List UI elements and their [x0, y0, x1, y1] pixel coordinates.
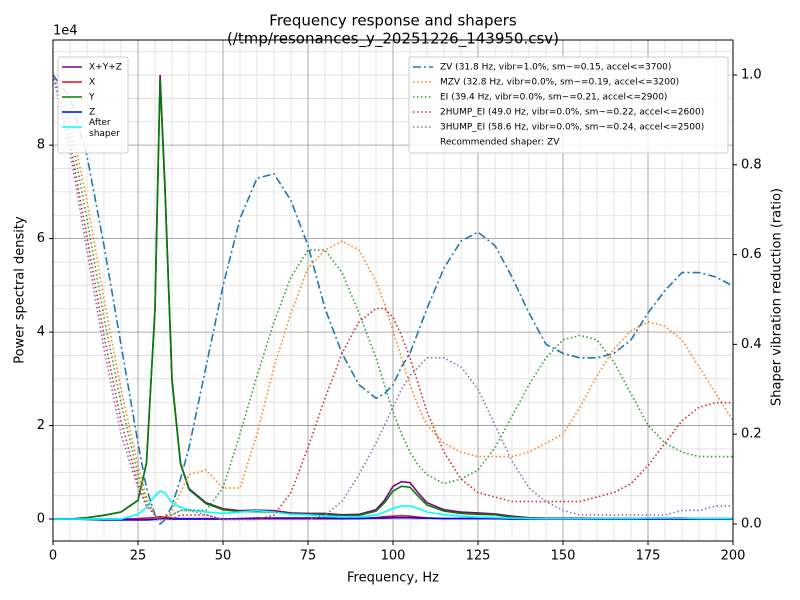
y2-axis-label: Shaper vibration reduction (ratio) — [770, 188, 785, 406]
y-tick-label: 0 — [37, 512, 45, 527]
y2-tick-label: 0.0 — [741, 516, 762, 531]
y2-tick-label: 0.6 — [741, 247, 762, 262]
y2-tick-label: 0.8 — [741, 157, 762, 172]
y-tick-label: 8 — [37, 138, 45, 153]
x-tick-label: 0 — [49, 549, 57, 564]
legend-label: Z — [89, 108, 95, 118]
y-tick-label: 6 — [37, 231, 45, 246]
chart-subtitle: (/tmp/resonances_y_20251226_143950.csv) — [227, 30, 559, 49]
legend-label: 2HUMP_EI (49.0 Hz, vibr=0.0%, sm~=0.22, … — [440, 108, 704, 118]
legend-label: Y — [88, 93, 95, 103]
series-line — [53, 74, 733, 521]
y2-tick-label: 0.4 — [741, 337, 762, 352]
x-tick-label: 125 — [466, 549, 491, 564]
legend-box — [57, 56, 129, 154]
x-axis-label: Frequency, Hz — [347, 571, 439, 586]
x-tick-label: 100 — [381, 549, 406, 564]
x-tick-label: 200 — [721, 549, 746, 564]
legend-note: Recommended shaper: ZV — [440, 138, 560, 148]
series-line — [53, 490, 733, 520]
legend-label: MZV (32.8 Hz, vibr=0.0%, sm~=0.19, accel… — [440, 78, 679, 88]
series-line — [53, 74, 733, 526]
series-line — [53, 74, 733, 521]
x-tick-label: 25 — [130, 549, 147, 564]
legend-box — [408, 56, 729, 154]
x-tick-label: 50 — [215, 549, 232, 564]
x-tick-label: 150 — [551, 549, 576, 564]
chart-title: Frequency response and shapers — [269, 12, 517, 30]
y2-tick-label: 1.0 — [741, 68, 762, 83]
y-tick-label: 4 — [37, 325, 45, 340]
legend-label: 3HUMP_EI (58.6 Hz, vibr=0.0%, sm~=0.24, … — [440, 123, 704, 133]
y-tick-label: 2 — [37, 418, 45, 433]
legend-label: X — [89, 78, 95, 88]
legend-label: After shaper — [89, 118, 120, 139]
series-line — [53, 74, 733, 521]
legend-label: ZV (31.8 Hz, vibr=1.0%, sm~=0.15, accel<… — [440, 63, 671, 73]
plot-frame — [52, 39, 734, 542]
y-offset-label: 1e4 — [53, 24, 78, 39]
legend-label: X+Y+Z — [89, 63, 122, 73]
x-tick-label: 175 — [636, 549, 661, 564]
y-axis-label: Power spectral density — [13, 216, 28, 364]
y2-tick-label: 0.2 — [741, 427, 762, 442]
legend-label: EI (39.4 Hz, vibr=0.0%, sm~=0.21, accel<… — [440, 93, 667, 103]
x-tick-label: 75 — [300, 549, 317, 564]
